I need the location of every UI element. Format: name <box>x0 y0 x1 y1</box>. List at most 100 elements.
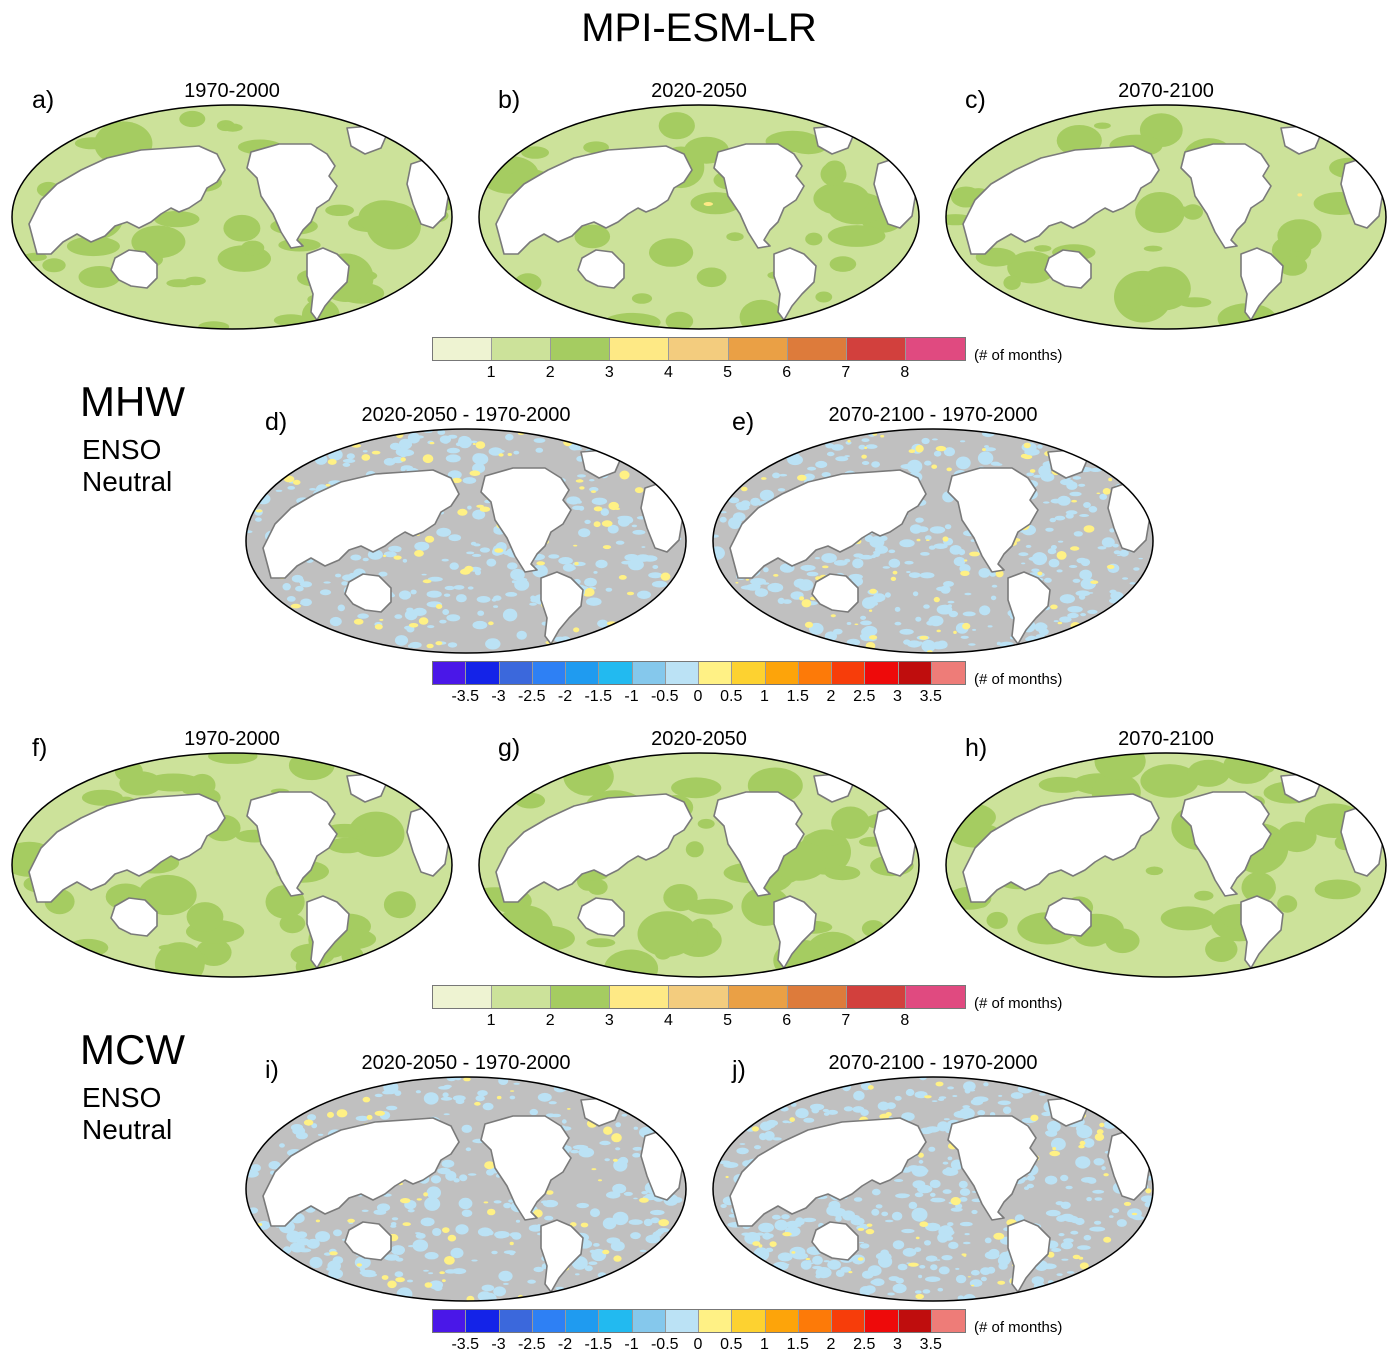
colorbar-swatch <box>632 662 666 684</box>
map-frame <box>945 752 1387 978</box>
colorbar-swatch <box>846 338 906 360</box>
world-map-f <box>11 752 453 978</box>
continent <box>28 145 226 255</box>
continent <box>577 897 625 937</box>
panel-letter: g) <box>498 734 521 762</box>
world-map-d <box>245 428 687 654</box>
colorbar-tick-label: -1.5 <box>584 1336 613 1353</box>
panel-title: 2020-2050 <box>651 728 747 750</box>
continent <box>262 469 460 579</box>
colorbar-tick-label: 3.5 <box>919 688 942 705</box>
colorbar-swatch <box>728 338 788 360</box>
continent <box>480 1115 572 1221</box>
colorbar-swatch <box>566 1310 600 1332</box>
panel-letter: i) <box>265 1056 279 1084</box>
colorbar-tick-label: 3 <box>893 1336 902 1353</box>
map-frame <box>11 752 453 978</box>
colorbar-tick-label: 3 <box>604 364 614 381</box>
map-frame <box>11 104 453 330</box>
colorbar-swatch <box>566 662 600 684</box>
colorbar-tick-label: 1 <box>486 1012 496 1029</box>
panel-title: 2020-2050 - 1970-2000 <box>361 404 571 426</box>
colorbar-swatch <box>865 662 899 684</box>
colorbar-tick-label: -3 <box>491 1336 506 1353</box>
colorbar-swatch <box>532 1310 566 1332</box>
continent <box>306 895 350 969</box>
map-frame <box>945 104 1387 330</box>
colorbar-swatch <box>765 1310 799 1332</box>
continent <box>495 793 693 903</box>
colorbar-abs <box>432 337 966 361</box>
world-map-i <box>245 1076 687 1302</box>
map-frame <box>478 104 920 330</box>
panel-title: 2020-2050 <box>651 80 747 102</box>
colorbar-tick-label: 2.5 <box>853 1336 876 1353</box>
row-title-mhw: MHW <box>80 378 185 425</box>
colorbar-tick-label: -3.5 <box>451 1336 480 1353</box>
map-frame <box>245 428 687 654</box>
panel-letter: h) <box>965 734 988 762</box>
colorbar-swatch <box>832 1310 866 1332</box>
colorbar-tick-label: -0.5 <box>650 1336 679 1353</box>
colorbar-tick-label: -2.5 <box>517 688 546 705</box>
colorbar-swatch <box>433 662 467 684</box>
continent <box>1240 247 1284 321</box>
colorbar-tick-label: 1 <box>486 364 496 381</box>
colorbar-tick-label: 1 <box>760 688 769 705</box>
colorbar-swatch <box>466 1310 500 1332</box>
colorbar-swatch <box>610 338 670 360</box>
colorbar-tick-label: 7 <box>841 364 851 381</box>
continent <box>344 1221 392 1261</box>
colorbar-swatch <box>765 662 799 684</box>
continent <box>713 143 805 249</box>
colorbar-tick-label: 2 <box>826 688 836 705</box>
colorbar-swatch <box>466 662 500 684</box>
colorbar-tick-label: -3 <box>491 688 506 705</box>
row-sub-mcw-2: Neutral <box>82 1114 173 1145</box>
colorbar-swatch <box>798 662 832 684</box>
world-map-j <box>712 1076 1154 1302</box>
world-map-a <box>11 104 453 330</box>
colorbar-swatch <box>905 338 965 360</box>
colorbar-swatch <box>832 662 866 684</box>
colorbar-swatch <box>610 986 670 1008</box>
continent <box>110 249 158 289</box>
colorbar-tick-label: -3.5 <box>451 688 480 705</box>
colorbar-tick-label: 0 <box>693 688 703 705</box>
colorbar-swatch <box>669 986 729 1008</box>
continent <box>344 573 392 613</box>
panel-title: 2070-2100 <box>1118 80 1214 102</box>
world-map-h <box>945 752 1387 978</box>
continent <box>110 897 158 937</box>
colorbar-units-label: (# of months) <box>974 671 1063 688</box>
colorbar-tick-label: 3 <box>893 688 902 705</box>
world-map-e <box>712 428 1154 654</box>
panel-letter: a) <box>32 86 55 114</box>
colorbar-tick-label: 4 <box>663 364 673 381</box>
colorbar-tick-label: 1.5 <box>786 688 809 705</box>
world-map-b <box>478 104 920 330</box>
colorbar-swatch <box>728 986 788 1008</box>
continent <box>246 143 338 249</box>
continent <box>1180 791 1272 897</box>
continent <box>947 467 1039 573</box>
colorbar-swatch <box>433 1310 467 1332</box>
colorbar-units-label: (# of months) <box>974 1319 1063 1336</box>
continent <box>1044 897 1092 937</box>
colorbar-swatch <box>669 338 729 360</box>
world-map-c <box>945 104 1387 330</box>
colorbar-swatch <box>433 986 493 1008</box>
colorbar-tick-label: 8 <box>900 1012 910 1029</box>
continent <box>1180 143 1272 249</box>
colorbar-swatch <box>551 986 611 1008</box>
panel-title: 2070-2100 - 1970-2000 <box>828 404 1038 426</box>
continent <box>480 467 572 573</box>
colorbar-swatch <box>798 1310 832 1332</box>
colorbar-tick-label: 0 <box>693 1336 703 1353</box>
colorbar-swatch <box>905 986 965 1008</box>
panel-letter: j) <box>732 1056 746 1084</box>
colorbar-swatch <box>492 338 552 360</box>
continent <box>729 469 927 579</box>
map-frame <box>712 428 1154 654</box>
colorbar-swatch <box>898 1310 932 1332</box>
